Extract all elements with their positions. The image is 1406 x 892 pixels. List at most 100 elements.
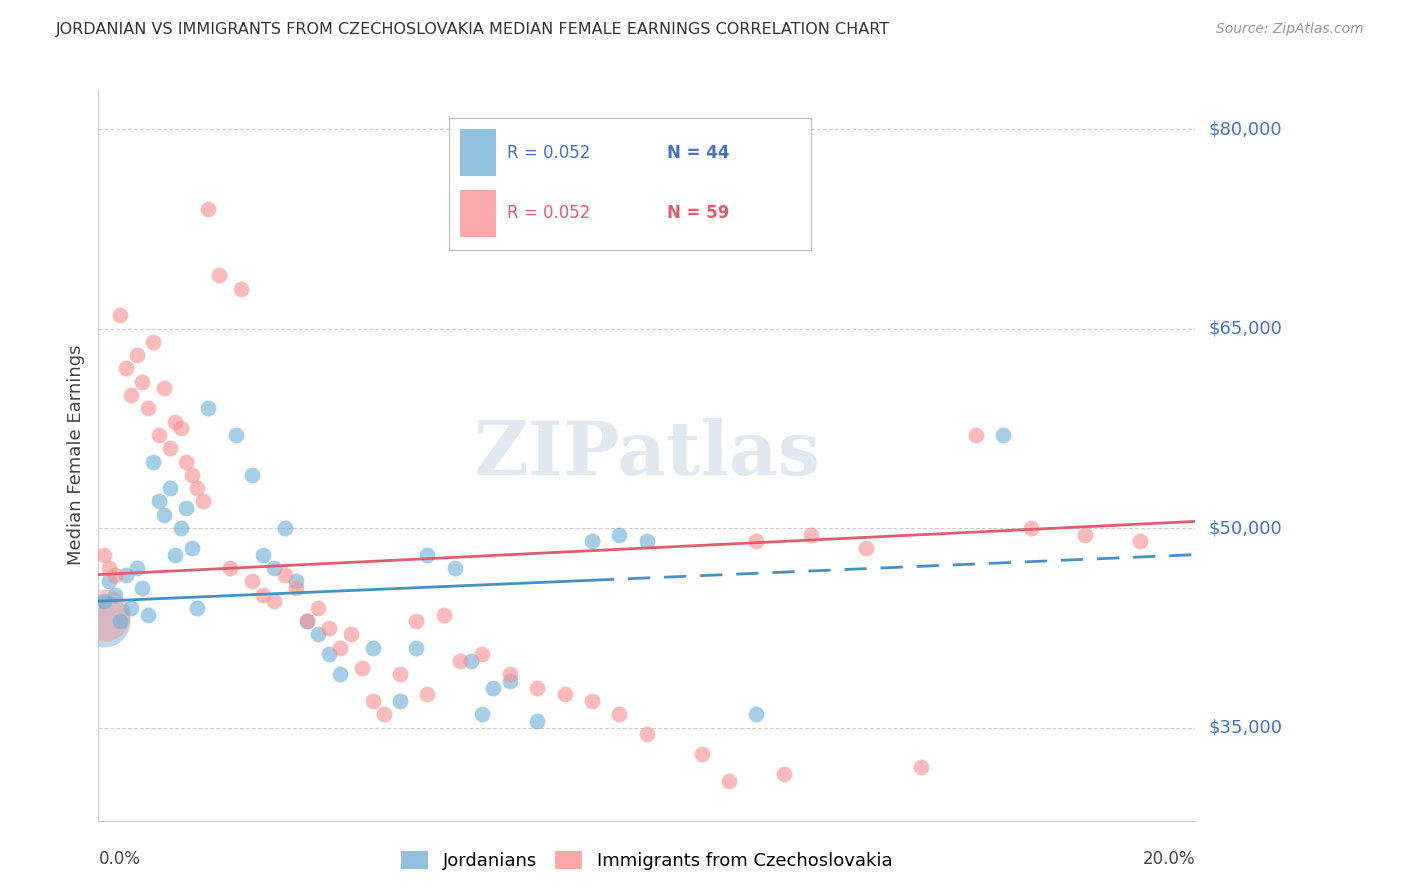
Point (284, 574, 307, 589)
Point (554, 687, 576, 701)
Point (499, 667, 522, 681)
Text: $65,000: $65,000 (1209, 319, 1282, 337)
Y-axis label: Median Female Earnings: Median Female Earnings (66, 344, 84, 566)
Point (274, 521, 297, 535)
Point (526, 681, 548, 695)
Point (526, 714, 548, 728)
Point (142, 334, 165, 349)
Point (388, 694, 412, 708)
Point (361, 640, 384, 655)
Point (993, 428, 1015, 442)
Point (581, 534, 603, 549)
Point (186, 481, 208, 495)
Point (460, 654, 482, 668)
Point (499, 673, 522, 688)
Point (449, 654, 471, 668)
Point (745, 707, 768, 722)
Point (373, 707, 395, 722)
Point (361, 694, 384, 708)
Point (159, 481, 181, 495)
Point (98, 574, 121, 589)
Point (153, 508, 176, 522)
Point (120, 388, 142, 402)
Point (186, 600, 208, 615)
Point (800, 527, 823, 541)
Point (745, 534, 768, 549)
Point (339, 627, 361, 641)
Point (444, 561, 467, 575)
Point (471, 707, 494, 722)
Point (136, 401, 159, 416)
Point (180, 467, 202, 482)
Point (174, 501, 197, 516)
Point (131, 581, 153, 595)
Point (609, 707, 631, 722)
Point (110, 614, 132, 628)
Point (636, 727, 658, 741)
Point (274, 567, 297, 582)
Point (165, 415, 187, 429)
Point (208, 268, 231, 283)
Point (197, 202, 219, 216)
Point (125, 348, 148, 362)
Point (93, 594, 115, 608)
Point (93, 548, 115, 562)
Point (773, 767, 796, 781)
Point (148, 494, 170, 508)
Text: $35,000: $35,000 (1209, 719, 1284, 737)
Point (609, 527, 631, 541)
Point (219, 561, 242, 575)
Point (1019, 521, 1042, 535)
Point (174, 454, 197, 468)
Point (104, 567, 127, 582)
Point (148, 428, 170, 442)
Point (180, 541, 202, 555)
Point (329, 640, 352, 655)
Point (252, 548, 274, 562)
Point (405, 640, 427, 655)
Point (98, 561, 121, 575)
Point (1074, 527, 1097, 541)
Text: ZIPatlas: ZIPatlas (474, 418, 820, 491)
Point (307, 627, 329, 641)
Point (307, 600, 329, 615)
Point (225, 428, 247, 442)
Point (388, 667, 412, 681)
Point (690, 747, 713, 761)
Point (416, 548, 439, 562)
Point (159, 442, 181, 456)
Point (120, 600, 142, 615)
Point (965, 428, 987, 442)
Point (263, 561, 285, 575)
Text: 20.0%: 20.0% (1143, 850, 1195, 868)
Point (110, 308, 132, 322)
Text: 0.0%: 0.0% (98, 850, 141, 868)
Point (93, 607, 115, 622)
Text: $80,000: $80,000 (1209, 120, 1282, 138)
Point (318, 648, 340, 662)
Point (263, 594, 285, 608)
Point (170, 521, 193, 535)
Point (165, 548, 187, 562)
Point (104, 588, 127, 602)
Text: Source: ZipAtlas.com: Source: ZipAtlas.com (1216, 22, 1364, 37)
Point (405, 614, 427, 628)
Point (252, 588, 274, 602)
Point (329, 667, 352, 681)
Point (93, 614, 115, 628)
Point (1129, 534, 1152, 549)
Point (197, 401, 219, 416)
Text: $50,000: $50,000 (1209, 519, 1282, 537)
Point (855, 541, 877, 555)
Point (240, 467, 263, 482)
Point (318, 621, 340, 635)
Point (229, 282, 252, 296)
Text: JORDANIAN VS IMMIGRANTS FROM CZECHOSLOVAKIA MEDIAN FEMALE EARNINGS CORRELATION C: JORDANIAN VS IMMIGRANTS FROM CZECHOSLOVA… (56, 22, 890, 37)
Point (115, 567, 138, 582)
Point (471, 648, 494, 662)
Point (581, 694, 603, 708)
Point (125, 561, 148, 575)
Legend: Jordanians, Immigrants from Czechoslovakia: Jordanians, Immigrants from Czechoslovak… (394, 844, 900, 878)
Point (142, 454, 165, 468)
Point (295, 614, 318, 628)
